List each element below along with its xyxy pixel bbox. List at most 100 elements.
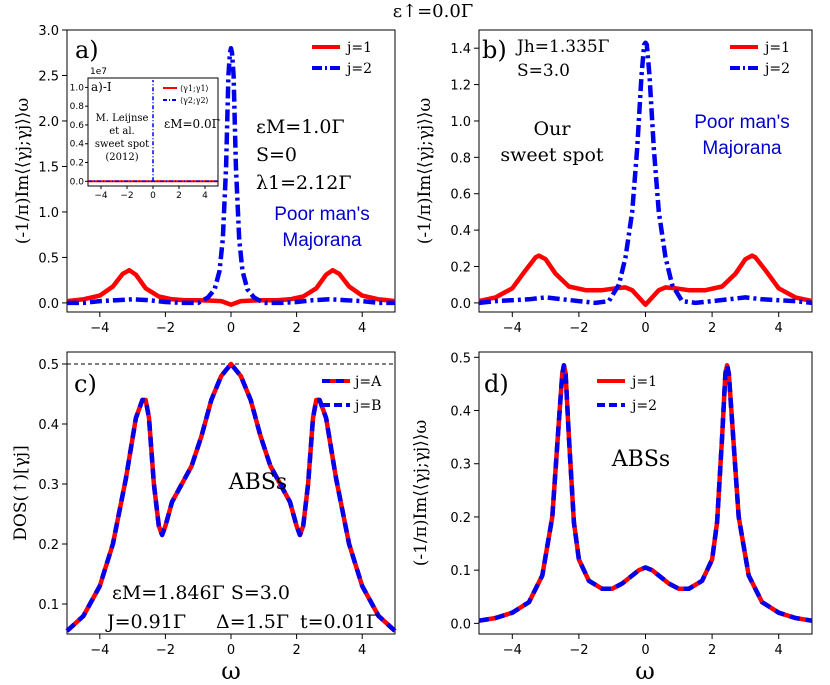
x-tick-label: 2 (292, 643, 300, 658)
series-line-j1 (478, 253, 813, 307)
x-axis-label-right: ω (635, 657, 655, 685)
y-tick-label: 0.4 (38, 418, 59, 433)
panel-b-legend: j=1 j=2 (730, 40, 790, 77)
y-tick-label: 2.5 (38, 69, 59, 84)
legend-label-ja: j=A (353, 374, 382, 390)
x-tick-label: −4 (90, 643, 109, 658)
panel-a-legend: j=1 j=2 (312, 40, 372, 77)
inset-legend-label-2: ⟨γ2;γ2⟩ (180, 96, 209, 105)
y-tick-label: 0.5 (450, 351, 471, 366)
x-tick-label: −4 (90, 321, 109, 336)
panel-d-ann-abss: ABSs (611, 447, 670, 472)
x-tick-label: 4 (775, 643, 783, 658)
panel-b-ann-our: Our (534, 118, 572, 140)
inset-series (88, 80, 218, 183)
panel-b-ann-s: S=3.0 (517, 61, 570, 81)
inset-x-tick-label: 2 (176, 191, 182, 201)
legend-label-j1: j=1 (763, 40, 790, 56)
panel-a-label: a) (75, 36, 99, 64)
y-tick-label: 0.2 (450, 261, 471, 276)
inset-text-3: sweet spot (95, 139, 149, 150)
inset-ticks: −4 −2 0 2 4 0.0 0.2 0.4 0.6 0.8 1.0 (70, 83, 208, 201)
y-tick-label: 0.5 (38, 251, 59, 266)
x-tick-label: 2 (708, 643, 716, 658)
x-tick-label: 0 (641, 643, 649, 658)
inset-frame (87, 77, 219, 187)
y-tick-label: 2.0 (38, 115, 59, 130)
x-tick-label: −2 (156, 321, 175, 336)
y-tick-label: 0.0 (450, 617, 471, 632)
x-tick-label: 0 (641, 321, 649, 336)
panel-d-frame (478, 351, 813, 635)
x-tick-label: −4 (503, 321, 522, 336)
y-tick-label: 0.0 (450, 297, 471, 312)
x-tick-label: −2 (569, 643, 588, 658)
panel-c-ylabel: DOS(↑)[γj] (11, 445, 31, 540)
panel-a-series (66, 45, 396, 307)
y-tick-label: 0.8 (450, 151, 471, 166)
inset-y-tick-label: 0.0 (70, 177, 85, 187)
inset-x-tick-label: 4 (202, 191, 208, 201)
panel-d: −4 −2 0 2 4 0.0 0.1 0.2 0.3 0.4 0.5 d) (-1/π)Im⟨⟨γ… (411, 351, 813, 658)
legend-label-j2: j=2 (630, 398, 657, 414)
inset-x-tick-label: −4 (94, 191, 108, 201)
panel-d-series (478, 363, 813, 623)
y-tick-label: 0.1 (450, 564, 471, 579)
y-tick-label: 0.0 (38, 297, 59, 312)
series-line-j2 (478, 40, 813, 306)
panel-c-ann-delta: Δ=1.5Γ (216, 611, 289, 633)
panel-a-ticks: −4 −2 0 2 4 0.0 0.5 1.0 1.5 2.0 2.5 3.0 (38, 24, 366, 336)
panel-b-ann-poor: Poor man's (694, 112, 790, 133)
panel-a-ann-em: εM=1.0Γ (256, 116, 345, 138)
y-tick-label: 0.4 (450, 224, 471, 239)
series-line-jB (65, 361, 397, 633)
y-tick-label: 0.4 (450, 405, 471, 420)
legend-label-jb: j=B (353, 398, 381, 414)
panel-a-ann-s: S=0 (256, 144, 297, 166)
y-tick-label: 0.3 (38, 478, 59, 493)
panel-c-ann-abss: ABSs (228, 470, 287, 495)
y-tick-label: 1.2 (450, 79, 471, 94)
x-tick-label: 0 (227, 321, 235, 336)
y-tick-label: 0.1 (38, 598, 59, 613)
panel-b-label: b) (482, 36, 507, 64)
inset-y-tick-label: 1.0 (70, 83, 85, 93)
panel-c-series (65, 361, 397, 633)
panel-d-legend: j=1 j=2 (597, 374, 657, 414)
panel-b-ylabel: (-1/π)Im⟨⟨γj;γj⟩⟩ω (415, 98, 435, 245)
inset-y-tick-label: 0.8 (70, 102, 85, 112)
y-tick-label: 1.0 (38, 206, 59, 221)
y-tick-label: 1.5 (38, 160, 59, 175)
x-tick-label: 4 (358, 321, 366, 336)
panel-a-ann-majorana: Majorana (282, 230, 362, 251)
inset-x-tick-label: 0 (150, 191, 156, 201)
series-line-j2 (478, 363, 813, 623)
inset-text-1: M. Leijnse (96, 113, 149, 124)
legend-label-j1: j=1 (630, 374, 657, 390)
panel-d-ylabel: (-1/π)Im⟨⟨γj;γj⟩⟩ω (411, 420, 431, 567)
x-tick-label: 2 (292, 321, 300, 336)
y-tick-label: 0.2 (450, 511, 471, 526)
inset-y-tick-label: 0.6 (70, 121, 85, 131)
y-tick-label: 1.4 (450, 42, 471, 57)
x-tick-label: −4 (503, 643, 522, 658)
x-tick-label: 4 (358, 643, 366, 658)
panel-c-ann-em: εM=1.846Γ S=3.0 (112, 582, 290, 604)
series-line-j1 (66, 267, 396, 307)
legend-label-j1: j=1 (345, 40, 372, 56)
inset-text-2: et al. (109, 126, 134, 137)
y-tick-label: 3.0 (38, 24, 59, 39)
panel-a-inset: −4 −2 0 2 4 0.0 0.2 0.4 0.6 0.8 1.0 1e7 a)-I ⟨γ1;γ… (70, 67, 220, 201)
inset-y-tick-label: 0.4 (70, 140, 85, 150)
panel-d-ticks: −4 −2 0 2 4 0.0 0.1 0.2 0.3 0.4 0.5 (450, 351, 783, 658)
panel-b-ann-sweet: sweet spot (500, 144, 604, 166)
figure-title: ε↑=0.0Γ (393, 1, 474, 22)
y-tick-label: 1.0 (450, 115, 471, 130)
y-tick-label: 0.3 (450, 458, 471, 473)
x-tick-label: 2 (708, 321, 716, 336)
panel-b-ann-majorana: Majorana (702, 138, 782, 159)
panel-a-ann-lambda: λ1=2.12Γ (256, 172, 352, 194)
series-line-j2 (67, 45, 395, 306)
panel-c: −4 −2 0 2 4 0.1 0.2 0.3 0.4 0.5 c) DOS(↑)[γj] j=A… (11, 351, 397, 658)
